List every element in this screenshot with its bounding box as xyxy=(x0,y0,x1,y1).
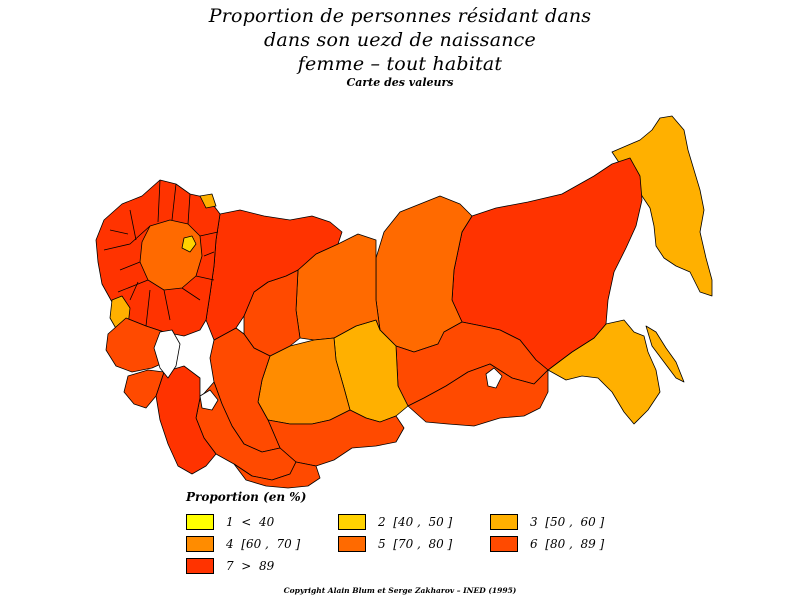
copyright: Copyright Alain Blum et Serge Zakharov –… xyxy=(283,586,517,595)
region-enclave-2 xyxy=(199,193,217,209)
oblast-boundaries xyxy=(103,179,219,327)
region-west-siberia-north xyxy=(295,233,381,341)
legend-label-3: 3 [50 , 60 ] xyxy=(530,515,605,529)
region-kamchatka xyxy=(611,115,713,297)
lake-caspian xyxy=(153,329,181,379)
region-transbaikal xyxy=(407,363,549,427)
legend: Proportion (en %) 1 < 40 2 [40 , 50 ] 3 … xyxy=(186,488,626,578)
legend-swatch-4 xyxy=(186,536,214,552)
legend-title: Proportion (en %) xyxy=(186,490,307,504)
legend-swatch-5 xyxy=(338,536,366,552)
legend-item-1: 1 < 40 xyxy=(186,514,274,530)
legend-label-1: 1 < 40 xyxy=(226,515,275,529)
title-line-3: femme – tout habitat xyxy=(297,53,503,75)
legend-item-5: 5 [70 , 80 ] xyxy=(338,536,452,552)
region-turkestan xyxy=(233,461,321,489)
legend-swatch-2 xyxy=(338,514,366,530)
legend-item-6: 6 [80 , 89 ] xyxy=(490,536,604,552)
legend-swatch-7 xyxy=(186,558,214,574)
legend-swatch-3 xyxy=(490,514,518,530)
region-caucasus xyxy=(123,369,165,409)
region-sakhalin xyxy=(645,325,685,383)
legend-label-4: 4 [60 , 70 ] xyxy=(226,537,301,551)
lake-baikal xyxy=(485,367,503,389)
legend-item-3: 3 [50 , 60 ] xyxy=(490,514,604,530)
legend-item-4: 4 [60 , 70 ] xyxy=(186,536,300,552)
legend-label-7: 7 > 89 xyxy=(226,559,275,573)
legend-swatch-1 xyxy=(186,514,214,530)
region-central-asia-west xyxy=(155,365,217,475)
lake-aral xyxy=(199,389,219,411)
legend-swatch-6 xyxy=(490,536,518,552)
region-enclave-1 xyxy=(181,235,197,253)
title-block: Proportion de personnes résidant dans da… xyxy=(0,4,800,90)
subtitle: Carte des valeurs xyxy=(346,76,454,89)
legend-label-5: 5 [70 , 80 ] xyxy=(378,537,453,551)
legend-item-2: 2 [40 , 50 ] xyxy=(338,514,452,530)
legend-label-2: 2 [40 , 50 ] xyxy=(378,515,453,529)
legend-label-6: 6 [80 , 89 ] xyxy=(530,537,605,551)
legend-item-7: 7 > 89 xyxy=(186,558,274,574)
title-line-2: dans son uezd de naissance xyxy=(264,29,536,51)
title-line-1: Proportion de personnes résidant dans xyxy=(208,5,592,27)
